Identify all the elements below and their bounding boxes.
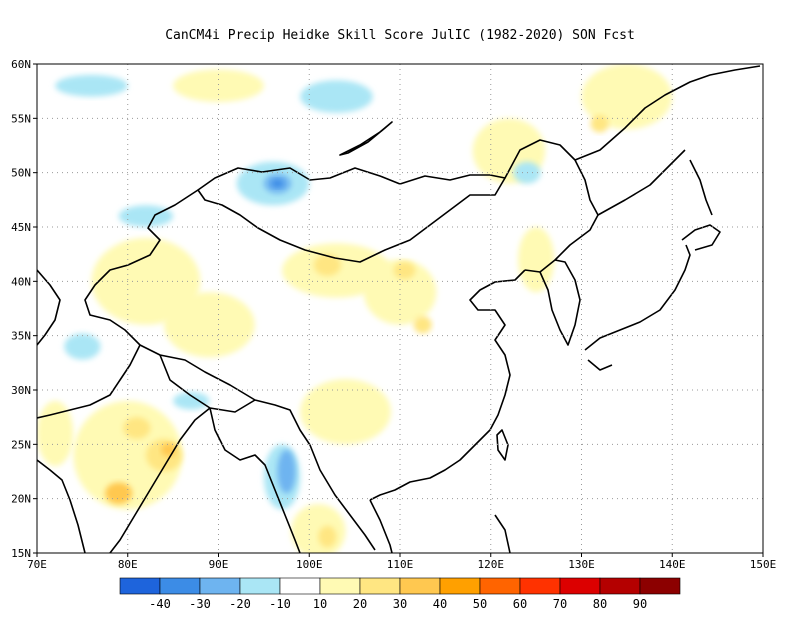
okhotsk-coast bbox=[574, 65, 761, 216]
field-kazakh-blue bbox=[118, 205, 174, 227]
field-mongolia-blue-3 bbox=[271, 179, 284, 188]
field-north-china-orange bbox=[313, 254, 342, 276]
baikal-lake bbox=[339, 121, 393, 156]
himalaya-border bbox=[37, 344, 256, 419]
map-grid bbox=[37, 64, 763, 553]
lon-tick-label: 120E bbox=[478, 558, 505, 571]
primorye-coast bbox=[597, 149, 686, 216]
colorbar-swatch bbox=[279, 577, 321, 595]
field-siberia-blue bbox=[300, 80, 373, 113]
field-loess-yellow bbox=[363, 259, 437, 325]
colorbar-label: 50 bbox=[473, 597, 487, 611]
field-tibet-yellow-1 bbox=[164, 292, 255, 358]
china-coast bbox=[369, 269, 526, 501]
field-korea-yellow bbox=[517, 227, 555, 293]
lon-tick-label: 130E bbox=[568, 558, 595, 571]
lat-tick-label: 50N bbox=[11, 167, 31, 180]
colorbar-swatch bbox=[519, 577, 561, 595]
india-east-coast bbox=[109, 407, 211, 553]
colorbar-swatch bbox=[359, 577, 401, 595]
lon-tick-label: 80E bbox=[118, 558, 138, 571]
colorbar-label: -20 bbox=[229, 597, 251, 611]
colorbar-label: -40 bbox=[149, 597, 171, 611]
lon-tick-label: 90E bbox=[209, 558, 229, 571]
lat-tick-label: 20N bbox=[11, 493, 31, 506]
colorbar-label: 30 bbox=[393, 597, 407, 611]
field-arctic-blue bbox=[55, 74, 128, 97]
lat-tick-labels: 15N 20N 25N 30N 35N 40N 45N 50N 55N 60N bbox=[11, 58, 37, 560]
lon-tick-label: 110E bbox=[387, 558, 414, 571]
taiwan-coast bbox=[496, 429, 509, 461]
map-title: CanCM4i Precip Heidke Skill Score JulIC … bbox=[165, 28, 635, 43]
colorbar-label: 20 bbox=[353, 597, 367, 611]
colorbar-swatch bbox=[199, 577, 241, 595]
colorbar: -40 -30 -20 -10 10 20 30 40 50 60 70 80 90 bbox=[119, 577, 681, 611]
field-myanmar-blue-2 bbox=[277, 449, 296, 494]
indochina-coast bbox=[309, 444, 393, 553]
lat-tick-label: 60N bbox=[11, 58, 31, 71]
field-tibet-blue bbox=[173, 392, 210, 410]
colorbar-swatch bbox=[639, 577, 681, 595]
colorbar-swatch bbox=[439, 577, 481, 595]
lat-tick-label: 35N bbox=[11, 330, 31, 343]
mongolia-border bbox=[197, 167, 506, 263]
field-xinjiang-yellow bbox=[91, 237, 201, 325]
skill-score-field bbox=[37, 64, 673, 553]
lon-tick-labels: 70E 80E 90E 100E 110E 120E 130E 140E 150E bbox=[27, 553, 776, 571]
field-indochina-orange bbox=[318, 525, 337, 548]
field-india-orange-3 bbox=[105, 482, 133, 505]
colorbar-swatch bbox=[399, 577, 441, 595]
lat-tick-label: 25N bbox=[11, 438, 31, 451]
colorbar-swatch bbox=[559, 577, 601, 595]
field-north-yellow bbox=[173, 69, 264, 103]
field-sw-china-yellow bbox=[300, 379, 391, 445]
west-coast bbox=[37, 269, 61, 346]
coastlines bbox=[37, 65, 761, 553]
colorbar-label: 10 bbox=[313, 597, 327, 611]
field-west-india-yellow bbox=[37, 400, 74, 467]
field-central-orange bbox=[413, 316, 432, 334]
colorbar-label: 40 bbox=[433, 597, 447, 611]
philippines-coast bbox=[494, 514, 511, 553]
lon-tick-label: 100E bbox=[296, 558, 323, 571]
colorbar-swatch bbox=[319, 577, 361, 595]
lon-tick-label: 70E bbox=[27, 558, 47, 571]
lon-tick-label: 150E bbox=[750, 558, 777, 571]
field-kamchatka-orange bbox=[590, 115, 609, 133]
colorbar-label: 70 bbox=[553, 597, 567, 611]
colorbar-swatch bbox=[159, 577, 201, 595]
colorbar-swatch bbox=[239, 577, 281, 595]
colorbar-swatch bbox=[119, 577, 161, 595]
lon-tick-label: 140E bbox=[659, 558, 686, 571]
lat-tick-label: 15N bbox=[11, 547, 31, 560]
japan-coast bbox=[584, 224, 721, 371]
colorbar-label: 60 bbox=[513, 597, 527, 611]
lat-tick-label: 40N bbox=[11, 275, 31, 288]
colorbar-label: -10 bbox=[269, 597, 291, 611]
india-west-coast bbox=[37, 459, 86, 553]
lat-tick-label: 30N bbox=[11, 384, 31, 397]
colorbar-swatch bbox=[479, 577, 521, 595]
lat-tick-label: 55N bbox=[11, 112, 31, 125]
colorbar-swatch bbox=[599, 577, 641, 595]
bengal-coast bbox=[209, 407, 301, 553]
colorbar-label: -30 bbox=[189, 597, 211, 611]
colorbar-label: 90 bbox=[633, 597, 647, 611]
field-shanxi-orange bbox=[393, 261, 416, 280]
field-india-orange-1 bbox=[123, 417, 151, 439]
colorbar-label: 80 bbox=[593, 597, 607, 611]
field-kamchatka-yellow bbox=[581, 64, 673, 130]
lat-tick-label: 45N bbox=[11, 221, 31, 234]
korea-coast bbox=[539, 259, 581, 346]
west-border bbox=[84, 189, 311, 446]
field-west-blue bbox=[64, 333, 101, 360]
